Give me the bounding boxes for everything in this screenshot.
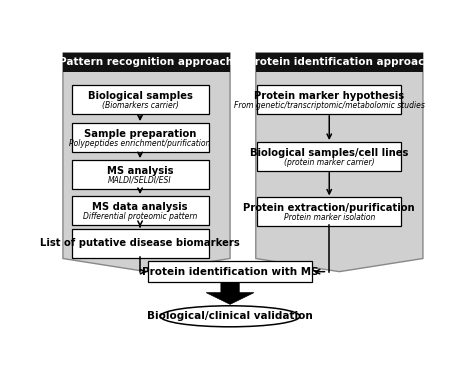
FancyBboxPatch shape — [257, 85, 401, 114]
Text: Protein extraction/purification: Protein extraction/purification — [244, 203, 415, 213]
Text: (protein marker carrier): (protein marker carrier) — [284, 158, 374, 167]
FancyBboxPatch shape — [256, 53, 423, 72]
Polygon shape — [206, 283, 254, 304]
FancyBboxPatch shape — [257, 142, 401, 171]
FancyBboxPatch shape — [72, 123, 209, 152]
Text: Sample preparation: Sample preparation — [84, 128, 196, 139]
Text: (Biomarkers carrier): (Biomarkers carrier) — [101, 101, 179, 110]
Text: MALDI/SELDI/ESI: MALDI/SELDI/ESI — [108, 176, 172, 185]
Ellipse shape — [160, 306, 300, 327]
Text: Protein identification approach: Protein identification approach — [247, 57, 432, 67]
FancyBboxPatch shape — [72, 196, 209, 225]
FancyBboxPatch shape — [72, 85, 209, 114]
Polygon shape — [63, 53, 230, 272]
FancyBboxPatch shape — [63, 53, 230, 72]
Text: Differential proteomic pattern: Differential proteomic pattern — [83, 212, 197, 221]
FancyBboxPatch shape — [72, 229, 209, 258]
Text: Biological samples/cell lines: Biological samples/cell lines — [250, 147, 409, 158]
Text: Protein marker isolation: Protein marker isolation — [283, 213, 375, 222]
Text: MS data analysis: MS data analysis — [92, 202, 188, 211]
Text: List of putative disease biomarkers: List of putative disease biomarkers — [40, 238, 240, 248]
FancyBboxPatch shape — [148, 261, 312, 282]
Text: Biological/clinical validation: Biological/clinical validation — [147, 311, 313, 321]
FancyBboxPatch shape — [257, 197, 401, 226]
Text: Biological samples: Biological samples — [88, 91, 192, 101]
Text: Protein marker hypothesis: Protein marker hypothesis — [254, 91, 404, 101]
FancyBboxPatch shape — [72, 160, 209, 189]
Text: Protein identification with MS: Protein identification with MS — [142, 267, 319, 277]
Text: Pattern recognition approach: Pattern recognition approach — [59, 57, 234, 67]
Polygon shape — [256, 53, 423, 272]
Text: Polypeptides enrichment/purification: Polypeptides enrichment/purification — [69, 139, 211, 148]
Text: MS analysis: MS analysis — [107, 166, 173, 176]
Text: From genetic/transcriptomic/metabolomic studies: From genetic/transcriptomic/metabolomic … — [234, 101, 425, 110]
